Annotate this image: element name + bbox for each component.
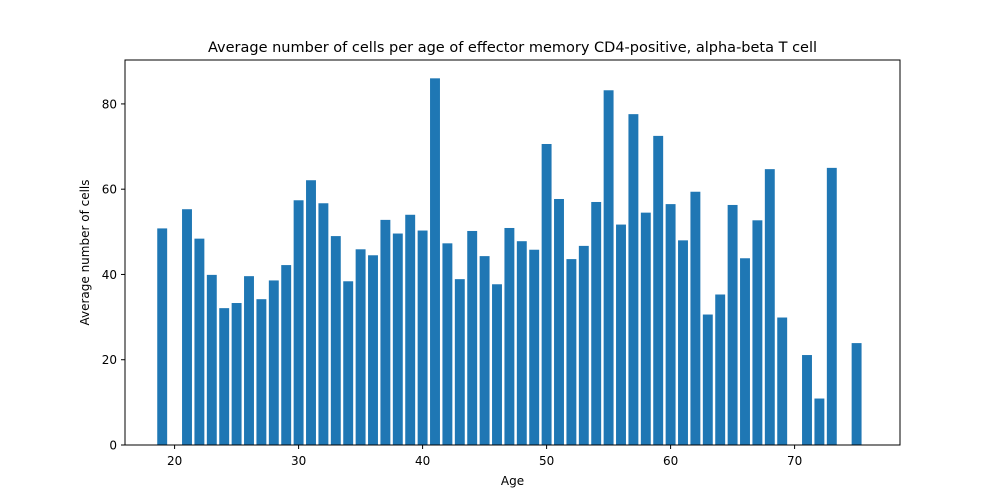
bars-group — [157, 78, 862, 446]
bar-age-34 — [343, 281, 354, 445]
x-tick-label: 70 — [787, 454, 802, 468]
bar-age-40 — [417, 230, 428, 445]
bar-age-59 — [653, 135, 664, 445]
bar-age-61 — [678, 240, 688, 445]
bar-age-62 — [690, 191, 701, 445]
bar-age-52 — [566, 259, 577, 445]
bar-age-27 — [256, 299, 267, 445]
bar-age-19 — [157, 228, 168, 445]
bar-age-64 — [715, 294, 726, 445]
y-tick-label: 20 — [102, 353, 117, 367]
bar-age-23 — [206, 274, 217, 445]
y-tick-label: 80 — [102, 97, 117, 111]
bar-age-37 — [380, 219, 391, 445]
bar-age-50 — [541, 143, 552, 446]
bar-age-49 — [529, 249, 540, 445]
y-tick-label: 0 — [109, 439, 117, 453]
bar-age-43 — [454, 279, 465, 445]
bar-age-69 — [777, 317, 788, 445]
bar-age-71 — [802, 355, 812, 445]
bar-age-29 — [281, 265, 292, 445]
x-tick-label: 60 — [663, 454, 678, 468]
bar-age-63 — [702, 314, 713, 445]
bar-age-55 — [603, 90, 614, 446]
bar-age-54 — [591, 201, 602, 445]
bar-age-39 — [405, 214, 416, 445]
bar-age-25 — [231, 303, 242, 445]
x-axis: 20 30 40 50 60 70 — [167, 445, 802, 468]
bar-age-66 — [740, 258, 750, 445]
bar-age-60 — [665, 204, 676, 445]
bar-age-56 — [616, 224, 626, 445]
y-tick-label: 40 — [102, 268, 117, 282]
bar-age-32 — [318, 203, 329, 445]
bar-age-35 — [355, 249, 366, 445]
x-axis-label: Age — [501, 474, 524, 488]
bar-age-46 — [492, 284, 502, 445]
bar-age-28 — [268, 280, 279, 445]
bar-age-68 — [764, 169, 775, 445]
bar-age-73 — [826, 167, 837, 445]
bar-age-38 — [392, 233, 403, 445]
y-tick-label: 60 — [102, 183, 117, 197]
bar-age-44 — [467, 230, 478, 445]
bar-age-36 — [368, 255, 378, 445]
bar-age-31 — [306, 180, 316, 446]
bar-age-72 — [814, 398, 825, 445]
bar-age-53 — [578, 245, 589, 445]
x-tick-label: 50 — [539, 454, 554, 468]
bar-age-24 — [219, 308, 230, 445]
bar-age-41 — [430, 78, 440, 445]
bar-age-57 — [628, 114, 639, 446]
bar-age-42 — [442, 243, 453, 445]
bar-age-47 — [504, 227, 515, 445]
x-tick-label: 40 — [415, 454, 430, 468]
bar-age-58 — [640, 212, 651, 445]
chart-title: Average number of cells per age of effec… — [208, 40, 817, 56]
y-axis: 0 20 40 60 80 — [102, 97, 125, 453]
bar-age-26 — [244, 276, 254, 445]
bar-age-51 — [554, 198, 564, 445]
x-tick-label: 20 — [167, 454, 182, 468]
bar-age-22 — [194, 238, 205, 445]
bar-age-65 — [727, 204, 738, 445]
bar-age-45 — [479, 256, 490, 445]
y-axis-label: Average number of cells — [78, 179, 92, 325]
bar-age-67 — [752, 220, 763, 445]
bar-age-48 — [516, 241, 527, 445]
x-tick-label: 30 — [291, 454, 306, 468]
plot-frame — [124, 59, 901, 446]
bar-age-33 — [330, 236, 341, 445]
bar-age-75 — [851, 343, 862, 445]
bar-age-30 — [293, 200, 304, 445]
bar-age-21 — [182, 209, 192, 445]
